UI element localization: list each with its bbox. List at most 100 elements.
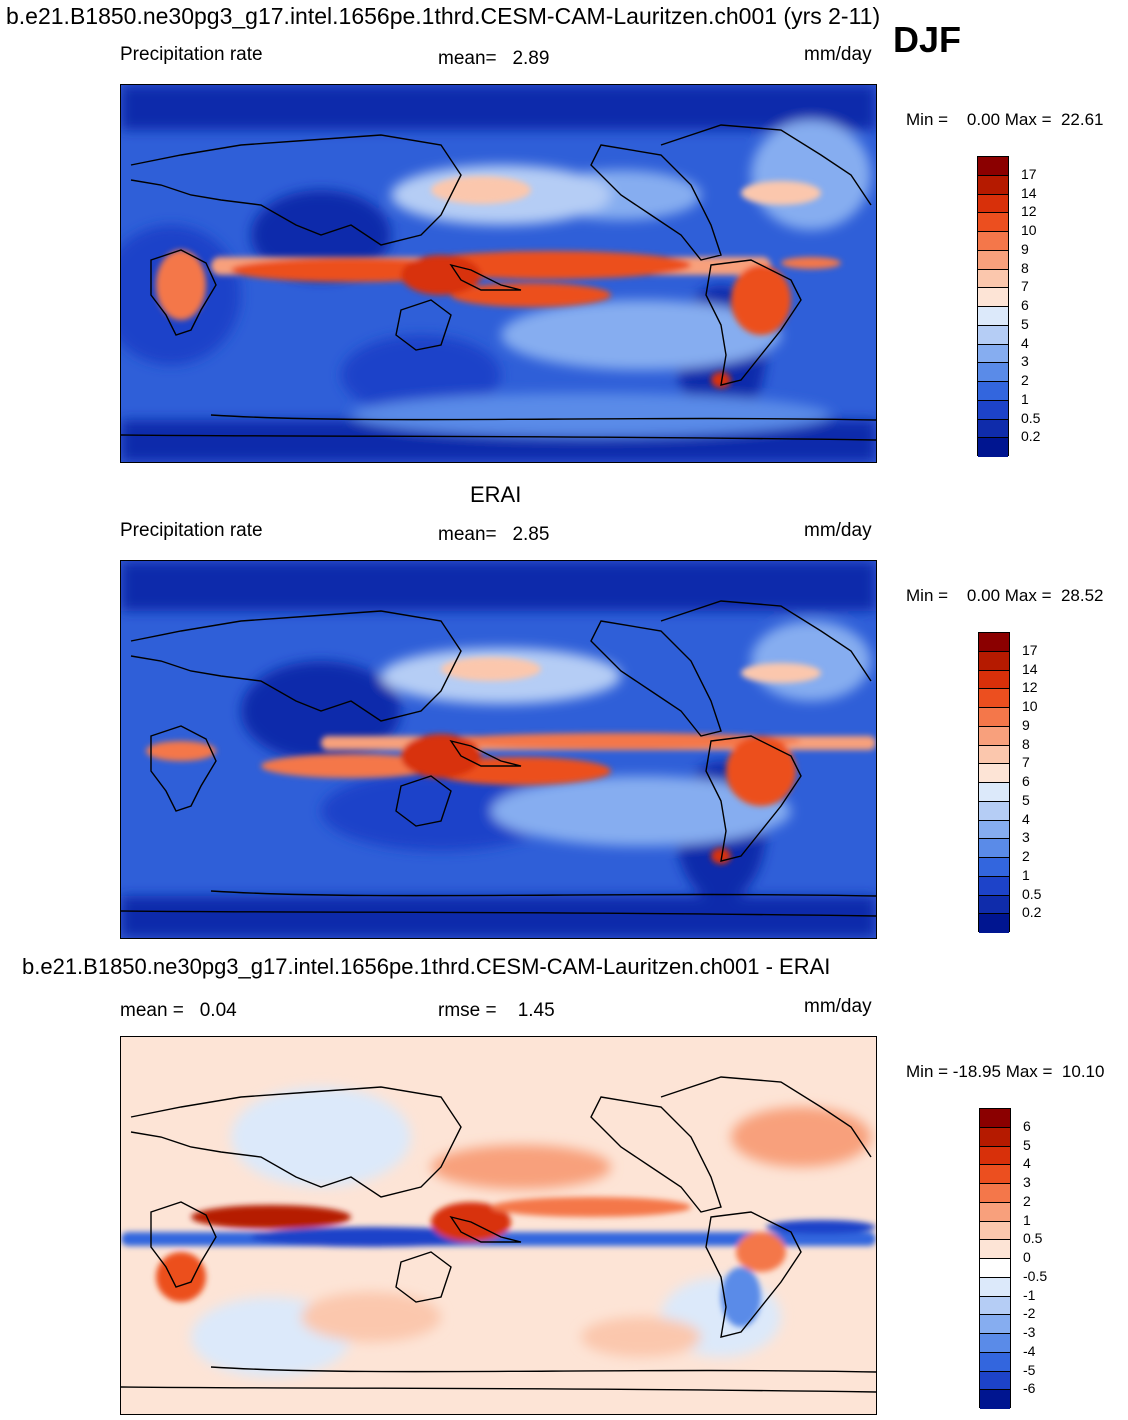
colorbar-tick-label: -5 (1023, 1361, 1036, 1378)
colorbar-segment (978, 194, 1008, 214)
panel2-heading: ERAI (470, 482, 522, 507)
colorbar-tick-label: 8 (1021, 259, 1029, 276)
colorbar-tick-label: 4 (1021, 334, 1029, 351)
colorbar-segment (979, 764, 1009, 783)
colorbar-segment (979, 745, 1009, 765)
colorbar-tick-label: 14 (1022, 660, 1038, 677)
colorbar-tick-label: 0.5 (1022, 885, 1042, 902)
colorbar-tick-label: 3 (1022, 829, 1030, 846)
panel1-minmax: Min = 0.00 Max = 22.61 (906, 110, 1104, 129)
colorbar-tick-label: 9 (1021, 240, 1029, 257)
colorbar-segment (979, 858, 1009, 877)
colorbar-tick-label: 4 (1022, 810, 1030, 827)
colorbar-tick-label: 8 (1022, 735, 1030, 752)
colorbar-segment (980, 1315, 1010, 1334)
colorbar-tick-label: 10 (1021, 222, 1037, 238)
colorbar-segment (980, 1352, 1010, 1372)
panel2-left-label: Precipitation rate (120, 520, 263, 541)
colorbar-segment (980, 1334, 1010, 1353)
colorbar-tick-label: -4 (1023, 1342, 1036, 1359)
panel2-center-label: mean= 2.85 (438, 524, 550, 545)
panel3-map (120, 1036, 877, 1415)
colorbar-tick-label: -2 (1023, 1305, 1036, 1322)
colorbar-segment (978, 382, 1008, 401)
colorbar-tick-label: 5 (1022, 791, 1030, 808)
colorbar-segment (979, 820, 1009, 840)
colorbar-tick-label: 7 (1021, 278, 1029, 295)
colorbar-segment (978, 438, 1008, 457)
colorbar-segment (980, 1296, 1010, 1316)
colorbar-tick-label: -3 (1023, 1324, 1036, 1340)
colorbar-segment (979, 633, 1009, 652)
panel3-minmax: Min = -18.95 Max = 10.10 (906, 1062, 1105, 1081)
colorbar-segment (980, 1165, 1010, 1184)
colorbar-tick-label: 17 (1021, 165, 1037, 182)
colorbar-tick-label: 6 (1023, 1117, 1031, 1134)
colorbar-segment (979, 708, 1009, 727)
colorbar-segment (979, 651, 1009, 671)
colorbar-segment (978, 250, 1008, 270)
colorbar-tick-label: 1 (1022, 866, 1030, 883)
panel2-map (120, 560, 877, 939)
colorbar-segment (978, 213, 1008, 232)
colorbar-segment (980, 1371, 1010, 1391)
panel3-units: mm/day (804, 996, 872, 1017)
colorbar-tick-label: 3 (1021, 353, 1029, 370)
colorbar-segment (979, 801, 1009, 821)
colorbar-segment (979, 876, 1009, 896)
colorbar-tick-label: 0.5 (1023, 1230, 1043, 1247)
colorbar-tick-label: 2 (1023, 1192, 1031, 1209)
colorbar-segment (978, 157, 1008, 176)
colorbar-tick-label: 0.5 (1021, 409, 1041, 426)
colorbar-segment (980, 1277, 1010, 1297)
colorbar-segment (978, 307, 1008, 326)
colorbar-segment (979, 839, 1009, 858)
panel2-colorbar (978, 632, 1010, 933)
colorbar-tick-label: 4 (1023, 1155, 1031, 1172)
colorbar-segment (980, 1202, 1010, 1222)
colorbar-segment (980, 1240, 1010, 1259)
colorbar-segment (979, 914, 1009, 933)
colorbar-segment (980, 1184, 1010, 1203)
colorbar-tick-label: 10 (1022, 698, 1038, 714)
panel2-minmax: Min = 0.00 Max = 28.52 (906, 586, 1104, 605)
colorbar-segment (980, 1146, 1010, 1166)
season-label: DJF (893, 19, 962, 60)
colorbar-tick-label: 14 (1021, 184, 1037, 201)
colorbar-tick-label: 1 (1023, 1211, 1031, 1228)
colorbar-tick-label: 0 (1023, 1249, 1031, 1265)
colorbar-segment (978, 419, 1008, 439)
colorbar-tick-label: 1 (1021, 390, 1029, 407)
panel3-center-label: rmse = 1.45 (438, 1000, 555, 1021)
colorbar-tick-label: 2 (1022, 848, 1030, 864)
colorbar-segment (980, 1109, 1010, 1128)
colorbar-segment (979, 895, 1009, 915)
colorbar-tick-label: 5 (1023, 1136, 1031, 1153)
panel1-left-label: Precipitation rate (120, 44, 263, 65)
colorbar-segment (978, 175, 1008, 195)
colorbar-segment (980, 1259, 1010, 1278)
colorbar-segment (980, 1221, 1010, 1241)
colorbar-tick-label: 5 (1021, 315, 1029, 332)
colorbar-segment (980, 1127, 1010, 1147)
colorbar-segment (978, 269, 1008, 289)
colorbar-tick-label: 6 (1022, 773, 1030, 789)
panel1-units: mm/day (804, 44, 872, 65)
figure-title: b.e21.B1850.ne30pg3_g17.intel.1656pe.1th… (6, 3, 881, 29)
colorbar-segment (978, 344, 1008, 364)
colorbar-segment (979, 726, 1009, 746)
colorbar-segment (979, 689, 1009, 708)
panel3-left-label: mean = 0.04 (120, 1000, 237, 1021)
colorbar-tick-label: 9 (1022, 716, 1030, 733)
colorbar-tick-label: 6 (1021, 297, 1029, 313)
colorbar-tick-label: 3 (1023, 1174, 1031, 1190)
colorbar-tick-label: -0.5 (1023, 1267, 1048, 1284)
colorbar-tick-label: 0.2 (1022, 904, 1042, 921)
panel1-center-label: mean= 2.89 (438, 48, 550, 69)
colorbar-segment (980, 1390, 1010, 1409)
colorbar-tick-label: 17 (1022, 641, 1038, 658)
colorbar-tick-label: -1 (1023, 1286, 1036, 1303)
colorbar-tick-label: 12 (1021, 203, 1037, 220)
colorbar-tick-label: 2 (1021, 372, 1029, 388)
colorbar-segment (978, 363, 1008, 382)
